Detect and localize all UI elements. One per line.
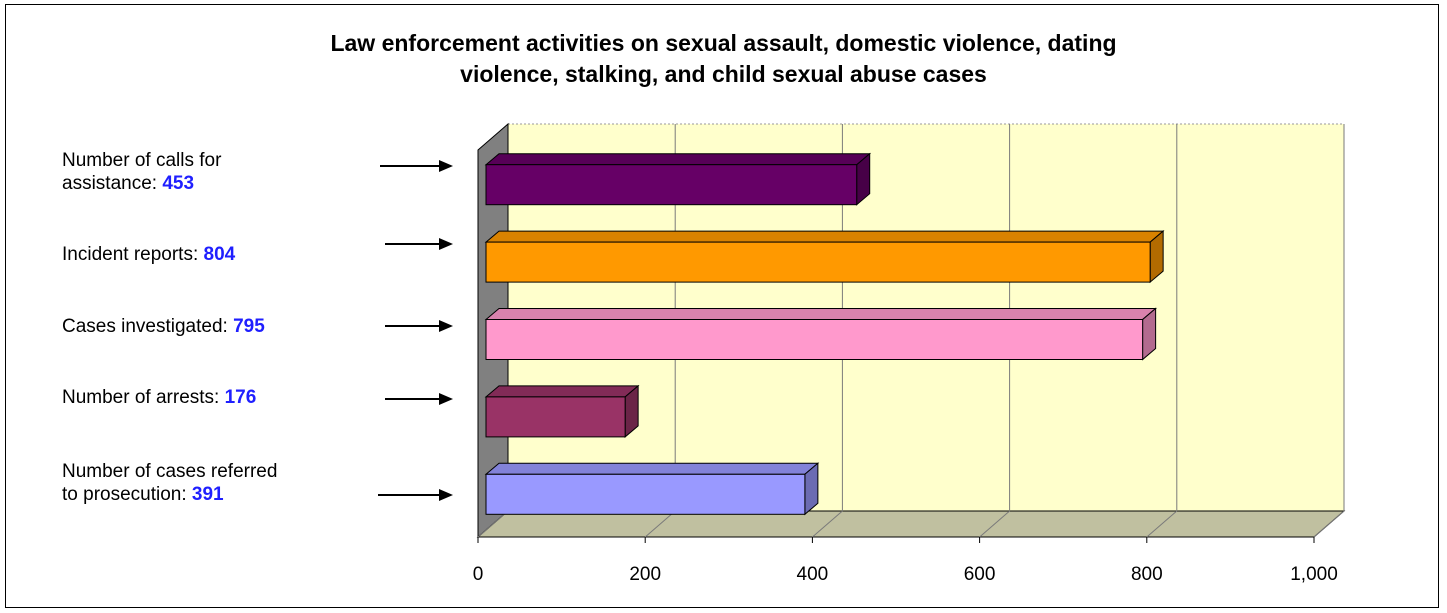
chart-title: Law enforcement activities on sexual ass…	[0, 28, 1447, 90]
floor-gridline	[812, 510, 843, 538]
label-text: Number of arrests:	[62, 387, 225, 408]
chart-title-line-2: violence, stalking, and child sexual abu…	[460, 61, 987, 87]
label-text: Number of calls for	[62, 150, 222, 171]
arrow-icon	[439, 320, 453, 332]
bar-top-face	[484, 153, 872, 166]
bar	[485, 319, 1144, 360]
tick-label: 400	[797, 564, 829, 585]
arrow-icon	[439, 238, 453, 250]
tick-label: 600	[964, 564, 996, 585]
label-cases-investigated: Cases investigated: 795	[62, 315, 265, 338]
bar-top-face	[484, 462, 820, 475]
arrow-icon	[439, 393, 453, 405]
label-text: to prosecution:	[62, 484, 192, 505]
arrow-icon	[439, 489, 453, 501]
label-value: 391	[191, 484, 224, 505]
label-cases-referred: Number of cases referred to prosecution:…	[62, 460, 277, 506]
label-text: Cases investigated:	[62, 316, 234, 337]
label-value: 804	[203, 244, 236, 265]
label-text: Incident reports:	[62, 244, 204, 265]
bar	[485, 164, 858, 206]
floor-gridline	[1313, 510, 1345, 538]
floor-gridline	[1146, 510, 1178, 538]
tick-label: 1,000	[1290, 564, 1338, 585]
label-calls-for-assistance: Number of calls for assistance: 453	[62, 149, 221, 195]
bar	[485, 473, 806, 515]
arrow-icon	[439, 160, 453, 172]
tick-label: 0	[473, 564, 484, 585]
tick-label: 800	[1131, 564, 1163, 585]
tick-label: 200	[629, 564, 661, 585]
label-text: assistance:	[62, 173, 163, 194]
bar-top-face	[484, 385, 640, 398]
chart-title-line-1: Law enforcement activities on sexual ass…	[330, 30, 1117, 56]
bar	[485, 241, 1151, 283]
floor-gridline	[644, 510, 676, 538]
label-value: 795	[233, 316, 265, 337]
label-text: Number of cases referred	[62, 461, 278, 482]
bar-top-face	[484, 230, 1165, 243]
plot-floor	[476, 510, 1346, 538]
label-incident-reports: Incident reports: 804	[62, 243, 235, 266]
label-number-of-arrests: Number of arrests: 176	[62, 386, 256, 409]
floor-gridline	[477, 510, 509, 538]
label-value: 176	[224, 387, 257, 408]
floor-gridline	[979, 510, 1010, 538]
bar	[485, 396, 626, 438]
bar-top-face	[484, 308, 1157, 320]
label-value: 453	[162, 173, 195, 194]
